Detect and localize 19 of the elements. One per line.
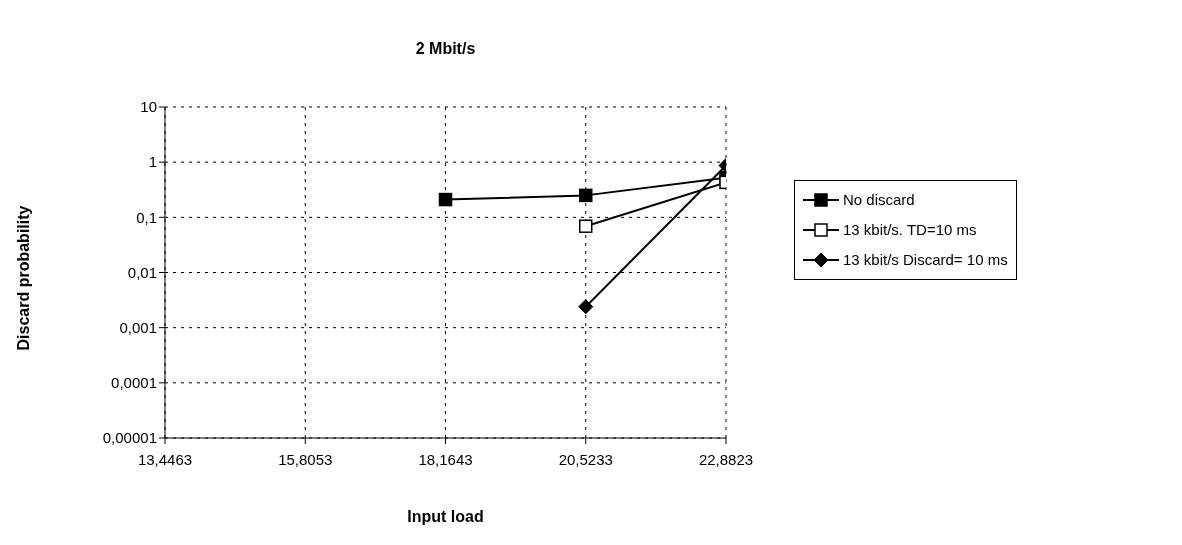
legend-label: No discard [843, 190, 915, 210]
x-tick-label: 18,1643 [418, 450, 473, 468]
y-tick-label: 0,0001 [111, 374, 157, 392]
x-tick-label: 20,5233 [558, 450, 613, 468]
x-axis-title: Input load [406, 508, 485, 526]
x-tick-label: 15,8053 [278, 450, 333, 468]
x-tick-label: 22,8823 [698, 450, 754, 468]
y-tick-label: 0,1 [136, 208, 157, 226]
chart-title: 2 Mbit/s [414, 40, 477, 58]
y-tick-label: 0,001 [119, 318, 157, 336]
x-tick-label: 13,4463 [137, 450, 193, 468]
legend-label: 13 kbit/s. TD=10 ms [843, 220, 977, 240]
y-tick-label: 0,00001 [102, 429, 157, 447]
y-tick-label: 1 [148, 153, 157, 171]
y-tick-label: 0,01 [127, 263, 157, 281]
y-tick-label: 10 [140, 98, 157, 116]
point [579, 188, 593, 203]
y-axis-title: Discard probability [15, 205, 33, 351]
legend-label: 13 kbit/s Discard= 10 ms [843, 250, 1008, 270]
